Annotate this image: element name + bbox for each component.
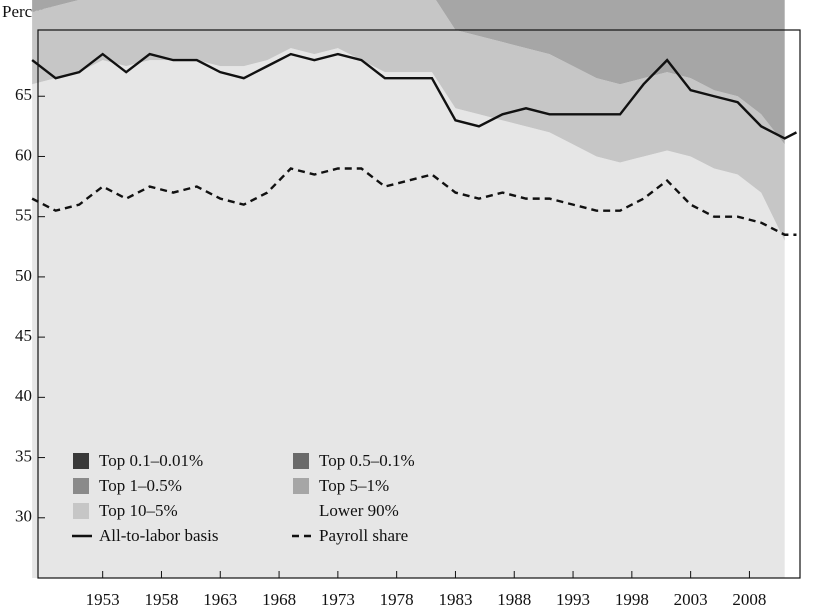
line bbox=[31, 167, 797, 236]
legend-label: Top 10–5% bbox=[99, 501, 178, 520]
x-tick-label: 2008 bbox=[732, 590, 766, 609]
legend-swatch bbox=[293, 503, 309, 519]
legend-swatch bbox=[73, 503, 89, 519]
x-tick-label: 1988 bbox=[497, 590, 531, 609]
x-tick-label: 1998 bbox=[615, 590, 649, 609]
legend-label: Top 5–1% bbox=[319, 476, 389, 495]
legend-label: All-to-labor basis bbox=[99, 526, 218, 545]
legend-label: Top 1–0.5% bbox=[99, 476, 182, 495]
x-tick-label: 1968 bbox=[262, 590, 296, 609]
y-tick-label: 45 bbox=[15, 326, 32, 345]
legend-swatch bbox=[293, 453, 309, 469]
legend-swatch bbox=[293, 478, 309, 494]
legend: Top 0.1–0.01% Top 0.5–0.1% Top 1–0.5% Top 5… bbox=[60, 438, 445, 558]
plot-frame bbox=[37, 29, 801, 579]
y-tick-label: 50 bbox=[15, 266, 32, 285]
area bbox=[32, 0, 785, 145]
x-tick-label: 1983 bbox=[438, 590, 472, 609]
x-tick-label: 1953 bbox=[86, 590, 120, 609]
legend-box bbox=[60, 438, 445, 558]
x-tick-label: 1963 bbox=[203, 590, 237, 609]
y-tick-label: 55 bbox=[15, 206, 32, 225]
y-tick-label: 35 bbox=[15, 446, 32, 465]
x-tick-label: 1978 bbox=[380, 590, 414, 609]
legend-label: Lower 90% bbox=[319, 501, 399, 520]
y-tick-label: 65 bbox=[15, 85, 32, 104]
x-tick-label: 2003 bbox=[674, 590, 708, 609]
legend-swatch bbox=[73, 478, 89, 494]
x-tick-label: 1973 bbox=[321, 590, 355, 609]
y-tick-label: 40 bbox=[15, 386, 32, 405]
area bbox=[32, 0, 785, 241]
x-tick-label: 1958 bbox=[144, 590, 178, 609]
y-tick-label: 60 bbox=[15, 145, 32, 164]
lines bbox=[31, 52, 798, 236]
axes: 30 35 40 45 50 55 60 65 1953 1958 1963 1968 1973 1978… bbox=[15, 29, 801, 609]
legend-label: Payroll share bbox=[319, 526, 408, 545]
legend-label: Top 0.5–0.1% bbox=[319, 451, 415, 470]
x-tick-label: 1993 bbox=[556, 590, 590, 609]
legend-label: Top 0.1–0.01% bbox=[99, 451, 203, 470]
legend-swatch bbox=[73, 453, 89, 469]
line bbox=[31, 52, 798, 140]
y-tick-label: 30 bbox=[15, 507, 32, 526]
